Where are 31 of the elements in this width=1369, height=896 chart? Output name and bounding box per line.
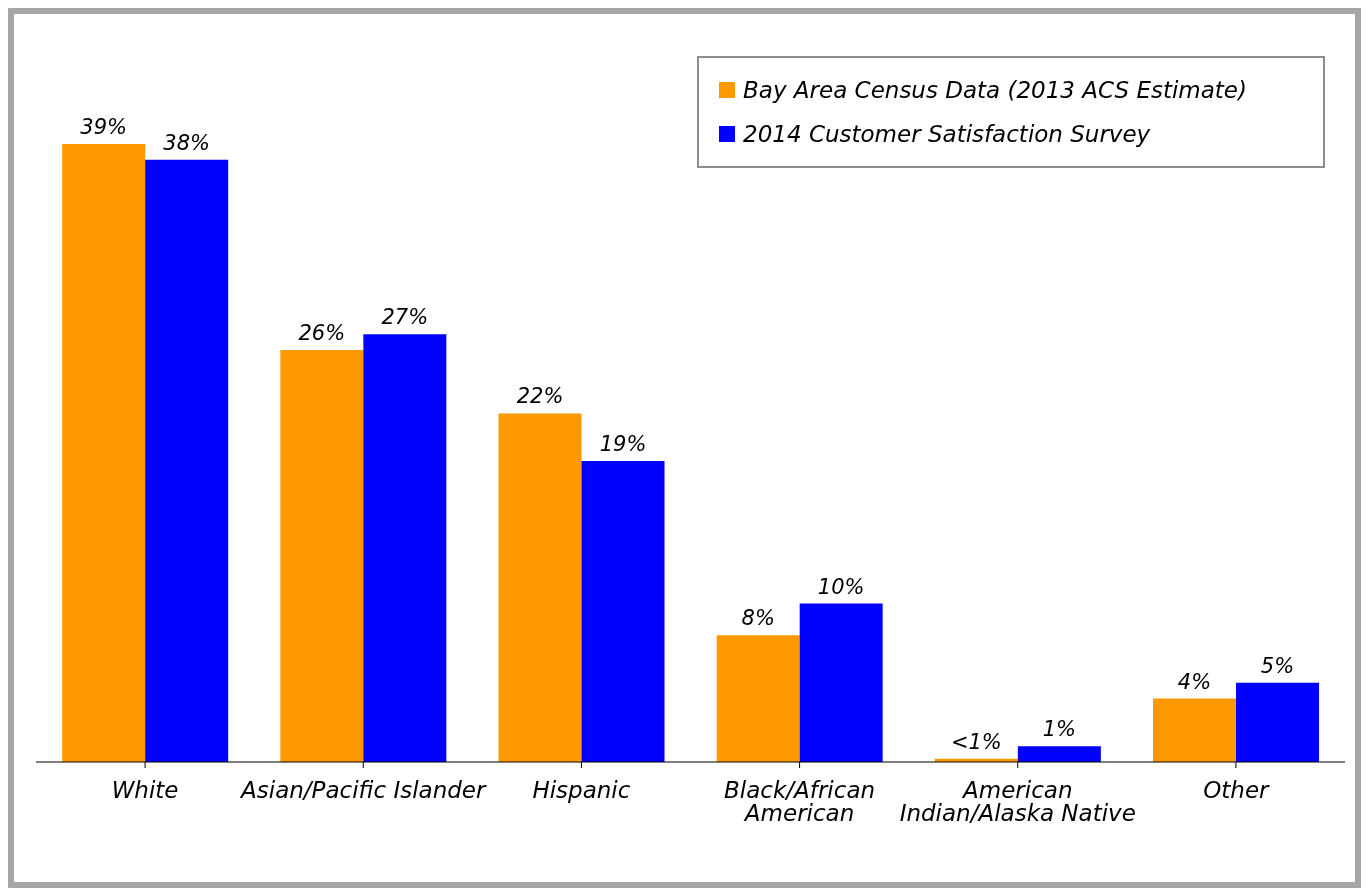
bar bbox=[498, 413, 582, 762]
data-label: 26% bbox=[298, 321, 346, 345]
x-tick-label: Black/African American bbox=[724, 777, 876, 827]
bar bbox=[62, 144, 146, 762]
bar bbox=[1153, 698, 1237, 762]
legend-label: 2014 Customer Satisfaction Survey bbox=[743, 120, 1151, 149]
x-tick-label: American Indian/Alaska Native bbox=[899, 777, 1136, 827]
bar bbox=[716, 635, 800, 762]
bar bbox=[581, 460, 665, 762]
bar bbox=[363, 334, 447, 762]
data-label: 8% bbox=[741, 606, 775, 631]
x-tick-label: Asian/Pacific Islander bbox=[239, 777, 487, 804]
bar bbox=[1236, 682, 1320, 762]
data-label: 22% bbox=[516, 384, 564, 409]
data-label: 1% bbox=[1042, 717, 1077, 742]
data-label: 5% bbox=[1260, 653, 1295, 678]
x-tick-label: Other bbox=[1203, 777, 1271, 804]
bar bbox=[145, 159, 229, 762]
data-label: 39% bbox=[80, 115, 128, 139]
data-label: 4% bbox=[1177, 669, 1212, 694]
x-tick-label: White bbox=[111, 777, 179, 804]
data-label: 27% bbox=[381, 305, 429, 330]
data-label: 38% bbox=[163, 130, 211, 155]
x-tick-label: Hispanic bbox=[532, 777, 631, 804]
bar bbox=[280, 350, 364, 762]
bar bbox=[1017, 746, 1101, 762]
legend-label: Bay Area Census Data (2013 ACS Estimate) bbox=[743, 76, 1247, 105]
data-label: 10% bbox=[817, 574, 865, 599]
data-label: 19% bbox=[599, 431, 647, 456]
data-label: <1% bbox=[950, 729, 1002, 754]
bar bbox=[799, 603, 883, 762]
